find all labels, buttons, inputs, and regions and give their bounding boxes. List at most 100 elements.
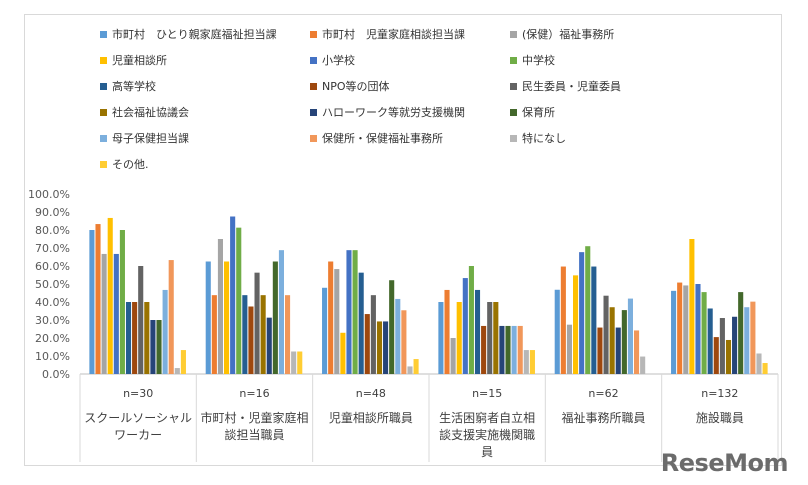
bar (272, 261, 278, 374)
bar (487, 302, 493, 374)
bar (462, 278, 468, 374)
category-label: 員 (481, 445, 493, 459)
bar (517, 325, 523, 374)
legend-label: 保育所 (522, 106, 555, 119)
bar (523, 350, 529, 374)
legend-label: 児童相談所 (112, 54, 167, 67)
bar (671, 290, 677, 374)
bar (725, 339, 732, 374)
bar (677, 282, 683, 374)
legend-label: 市町村 児童家庭相談担当課 (322, 28, 465, 41)
bar (591, 266, 597, 374)
bar (474, 289, 481, 374)
legend-label: (保健）福祉事務所 (522, 28, 615, 41)
legend-label: 社会福祉協議会 (112, 106, 189, 119)
bar (346, 250, 352, 374)
bar (285, 295, 291, 374)
bar (603, 295, 609, 374)
y-tick-label: 50.0% (35, 278, 70, 291)
bar (609, 307, 615, 374)
bar (248, 306, 254, 374)
bar (695, 284, 701, 374)
bar (438, 302, 444, 374)
bar (383, 321, 389, 374)
bar (401, 310, 407, 374)
legend-label: 母子保健担当課 (112, 132, 189, 145)
bar (150, 320, 156, 374)
bar (205, 261, 211, 374)
bar (560, 266, 566, 374)
category-n-label: n=30 (123, 387, 153, 400)
legend-label: 特になし (522, 132, 566, 145)
legend-label: NPO等の団体 (322, 80, 390, 93)
bar (444, 289, 450, 374)
legend-item: 社会福祉協議会 (100, 104, 189, 120)
bar (254, 272, 260, 374)
bar (156, 320, 162, 374)
bar (389, 280, 395, 374)
y-tick-label: 70.0% (35, 242, 70, 255)
bar (132, 302, 138, 374)
bar (413, 359, 419, 374)
bar (566, 324, 572, 374)
bar (217, 239, 223, 374)
category-n-label: n=132 (701, 387, 738, 400)
category-label: スクールソーシャル (84, 411, 192, 425)
y-tick-label: 10.0% (35, 350, 70, 363)
legend-swatch (310, 134, 317, 142)
bar (621, 310, 627, 374)
bar (358, 272, 364, 374)
legend-swatch (100, 160, 107, 168)
legend-item: 中学校 (510, 52, 555, 68)
category-label: 市町村・児童家庭相 (200, 410, 308, 425)
bar (756, 353, 762, 374)
bar (689, 239, 695, 374)
y-tick-label: 60.0% (35, 260, 70, 273)
bar (376, 321, 383, 374)
legend-swatch (510, 134, 517, 142)
y-tick-label: 40.0% (35, 296, 70, 309)
bar (456, 302, 462, 374)
legend-item: 特になし (510, 130, 566, 146)
bar (125, 302, 132, 374)
bar (334, 269, 340, 374)
bar (719, 318, 725, 374)
bar (174, 368, 180, 374)
bar (340, 332, 346, 374)
bar (395, 298, 401, 374)
bar (370, 295, 376, 374)
legend-swatch (310, 82, 317, 90)
category-n-label: n=16 (239, 387, 269, 400)
bar (224, 261, 230, 374)
legend-swatch (100, 108, 107, 116)
bar (260, 295, 266, 374)
bar (579, 252, 585, 374)
legend-swatch (510, 108, 517, 116)
bar (738, 292, 744, 374)
legend-label: 中学校 (522, 54, 555, 67)
bar (119, 230, 125, 374)
y-tick-label: 30.0% (35, 314, 70, 327)
category-label: 生活困窮者自立相 (439, 410, 535, 425)
bar (627, 298, 633, 374)
bar (640, 356, 646, 374)
category-label: 談支援実施機関職 (439, 427, 535, 442)
category-label: 児童相談所職員 (329, 410, 413, 425)
legend-swatch (100, 30, 107, 38)
bar (168, 260, 174, 374)
legend-label: 小学校 (322, 54, 355, 67)
y-tick-label: 80.0% (35, 224, 70, 237)
bar (95, 224, 101, 374)
bar (107, 217, 113, 374)
bar (266, 317, 272, 374)
legend-swatch (100, 56, 107, 64)
bar (481, 325, 487, 374)
bar (634, 330, 640, 374)
category-n-label: n=48 (356, 387, 386, 400)
y-tick-label: 0.0% (42, 368, 70, 381)
legend-swatch (510, 56, 517, 64)
category-label: 福祉事務所職員 (561, 410, 645, 425)
bar (468, 266, 474, 374)
bar (89, 230, 95, 374)
